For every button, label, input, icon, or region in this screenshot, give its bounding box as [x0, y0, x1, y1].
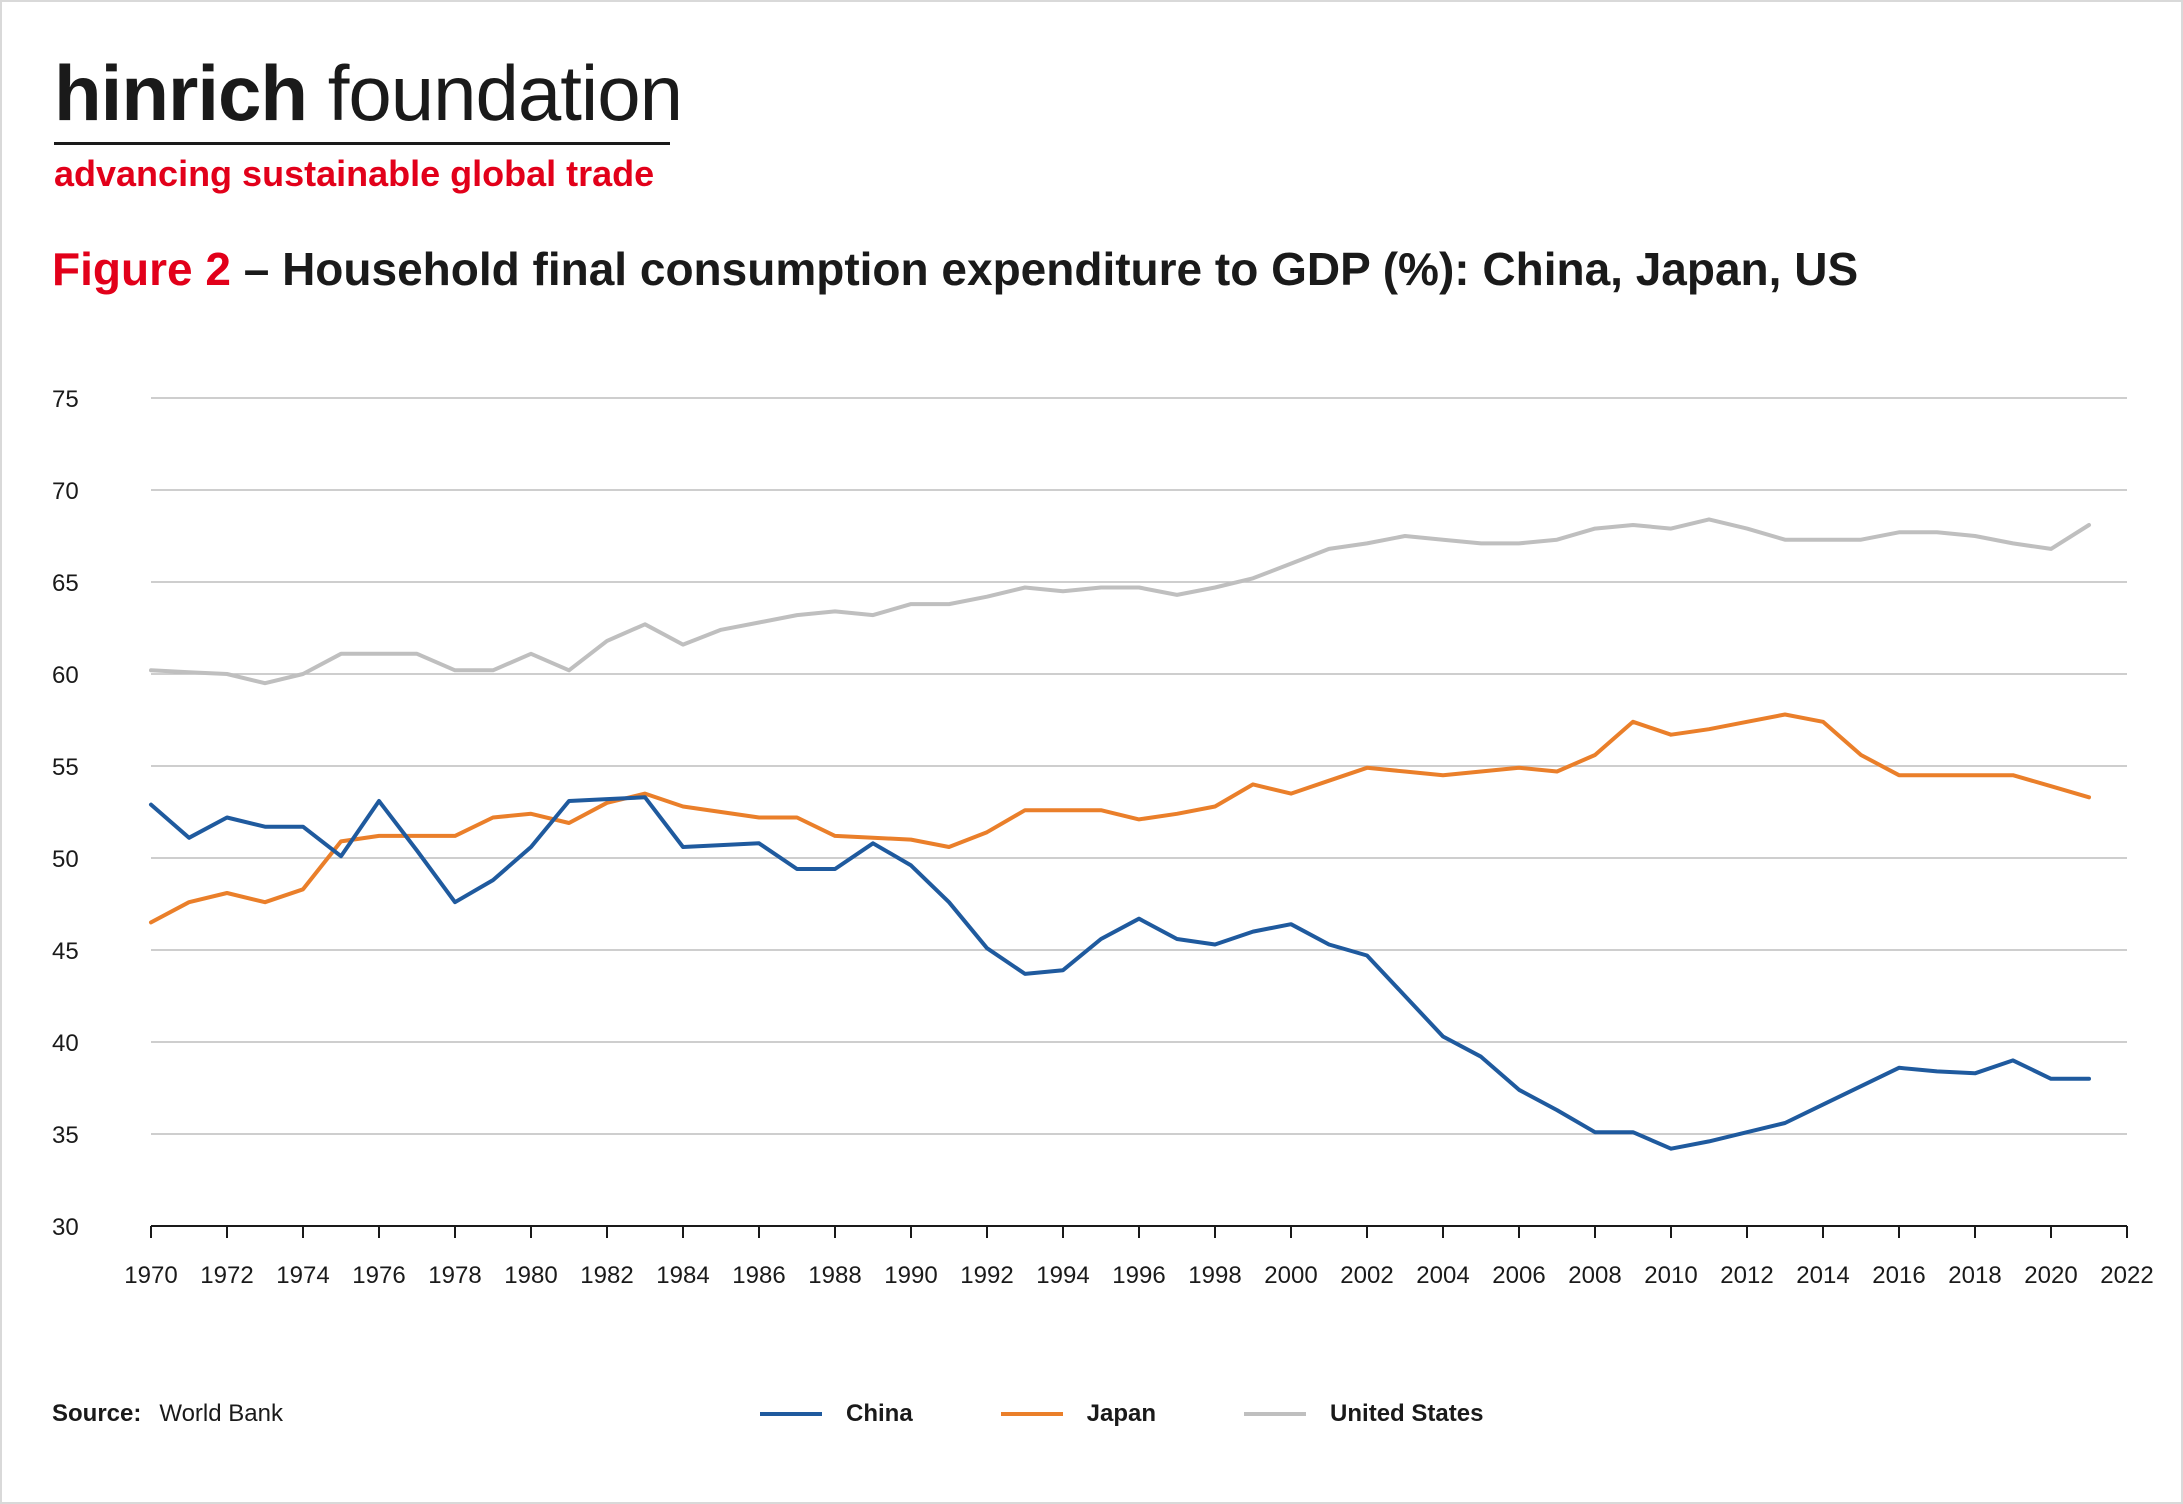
- y-tick-label-40: 40: [52, 1030, 79, 1057]
- x-tick-label-1996: 1996: [1112, 1262, 1165, 1289]
- chart-legend: China Japan United States: [760, 1400, 1571, 1428]
- x-tick-label-2014: 2014: [1796, 1262, 1849, 1289]
- brand-logo: hinrich foundation advancing sustainable…: [54, 48, 683, 195]
- source-note: Source: World Bank: [52, 1400, 283, 1428]
- y-tick-label-60: 60: [52, 662, 79, 689]
- figure-label: Figure 2: [52, 243, 231, 295]
- y-tick-label-45: 45: [52, 938, 79, 965]
- x-tick-label-2016: 2016: [1872, 1262, 1925, 1289]
- x-tick-label-1994: 1994: [1036, 1262, 1089, 1289]
- x-tick-label-1970: 1970: [124, 1262, 177, 1289]
- y-axis: 30 35 40 45 50 55 60 65 70 75: [52, 386, 79, 1241]
- brand-name: hinrich foundation: [54, 48, 683, 138]
- x-tick-label-1972: 1972: [200, 1262, 253, 1289]
- series-line-united-states: [149, 517, 2091, 686]
- y-tick-label-30: 30: [52, 1214, 79, 1241]
- x-tick-label-1988: 1988: [808, 1262, 861, 1289]
- y-tick-label-75: 75: [52, 386, 79, 413]
- brand-rule: [54, 142, 670, 145]
- figure-title: Figure 2 – Household final consumption e…: [52, 242, 1858, 296]
- legend-label-japan: Japan: [1086, 1400, 1157, 1427]
- x-tick-label-1992: 1992: [960, 1262, 1013, 1289]
- legend-item-china: China: [760, 1400, 913, 1428]
- x-tick-label-2004: 2004: [1416, 1262, 1469, 1289]
- x-tick-label-2008: 2008: [1568, 1262, 1621, 1289]
- legend-item-japan: Japan: [1000, 1400, 1157, 1428]
- x-tick-label-1976: 1976: [352, 1262, 405, 1289]
- y-tick-label-65: 65: [52, 570, 79, 597]
- legend-item-us: United States: [1244, 1400, 1483, 1428]
- x-tick-label-1984: 1984: [656, 1262, 709, 1289]
- legend-swatch-us: [1244, 1412, 1307, 1416]
- figure-title-text: – Household final consumption expenditur…: [243, 243, 1859, 295]
- series-line-japan: [149, 712, 2091, 925]
- legend-label-china: China: [846, 1400, 913, 1427]
- source-label: Source:: [52, 1400, 142, 1427]
- grid-lines: [151, 397, 2127, 1135]
- x-tick-label-2012: 2012: [1720, 1262, 1773, 1289]
- x-tick-label-2020: 2020: [2024, 1262, 2077, 1289]
- x-tick-label-1990: 1990: [884, 1262, 937, 1289]
- x-tick-label-1986: 1986: [732, 1262, 785, 1289]
- y-tick-label-55: 55: [52, 754, 79, 781]
- x-tick-label-2010: 2010: [1644, 1262, 1697, 1289]
- brand-name-bold: hinrich: [54, 49, 308, 137]
- legend-label-us: United States: [1330, 1400, 1484, 1427]
- x-tick-label-1978: 1978: [428, 1262, 481, 1289]
- x-tick-label-1998: 1998: [1188, 1262, 1241, 1289]
- y-tick-label-50: 50: [52, 846, 79, 873]
- x-tick-label-2000: 2000: [1264, 1262, 1317, 1289]
- brand-tagline: advancing sustainable global trade: [54, 153, 655, 194]
- source-value: World Bank: [159, 1400, 283, 1427]
- x-tick-label-1980: 1980: [504, 1262, 557, 1289]
- series-lines: [149, 517, 2091, 1151]
- x-axis: 1970 1972 1974 1976 1978 1980 1982 1984 1986 1988…: [124, 1225, 2154, 1289]
- brand-name-light: foundation: [327, 49, 683, 137]
- x-tick-label-2006: 2006: [1492, 1262, 1545, 1289]
- x-tick-label-2002: 2002: [1340, 1262, 1393, 1289]
- x-tick-label-2018: 2018: [1948, 1262, 2001, 1289]
- legend-swatch-china: [760, 1412, 822, 1416]
- y-tick-label-70: 70: [52, 478, 79, 505]
- y-tick-label-35: 35: [52, 1122, 79, 1149]
- x-tick-label-2022: 2022: [2100, 1262, 2153, 1289]
- series-line-china: [149, 795, 2091, 1151]
- x-tick-label-1982: 1982: [580, 1262, 633, 1289]
- x-tick-label-1974: 1974: [276, 1262, 329, 1289]
- legend-swatch-japan: [1000, 1412, 1063, 1416]
